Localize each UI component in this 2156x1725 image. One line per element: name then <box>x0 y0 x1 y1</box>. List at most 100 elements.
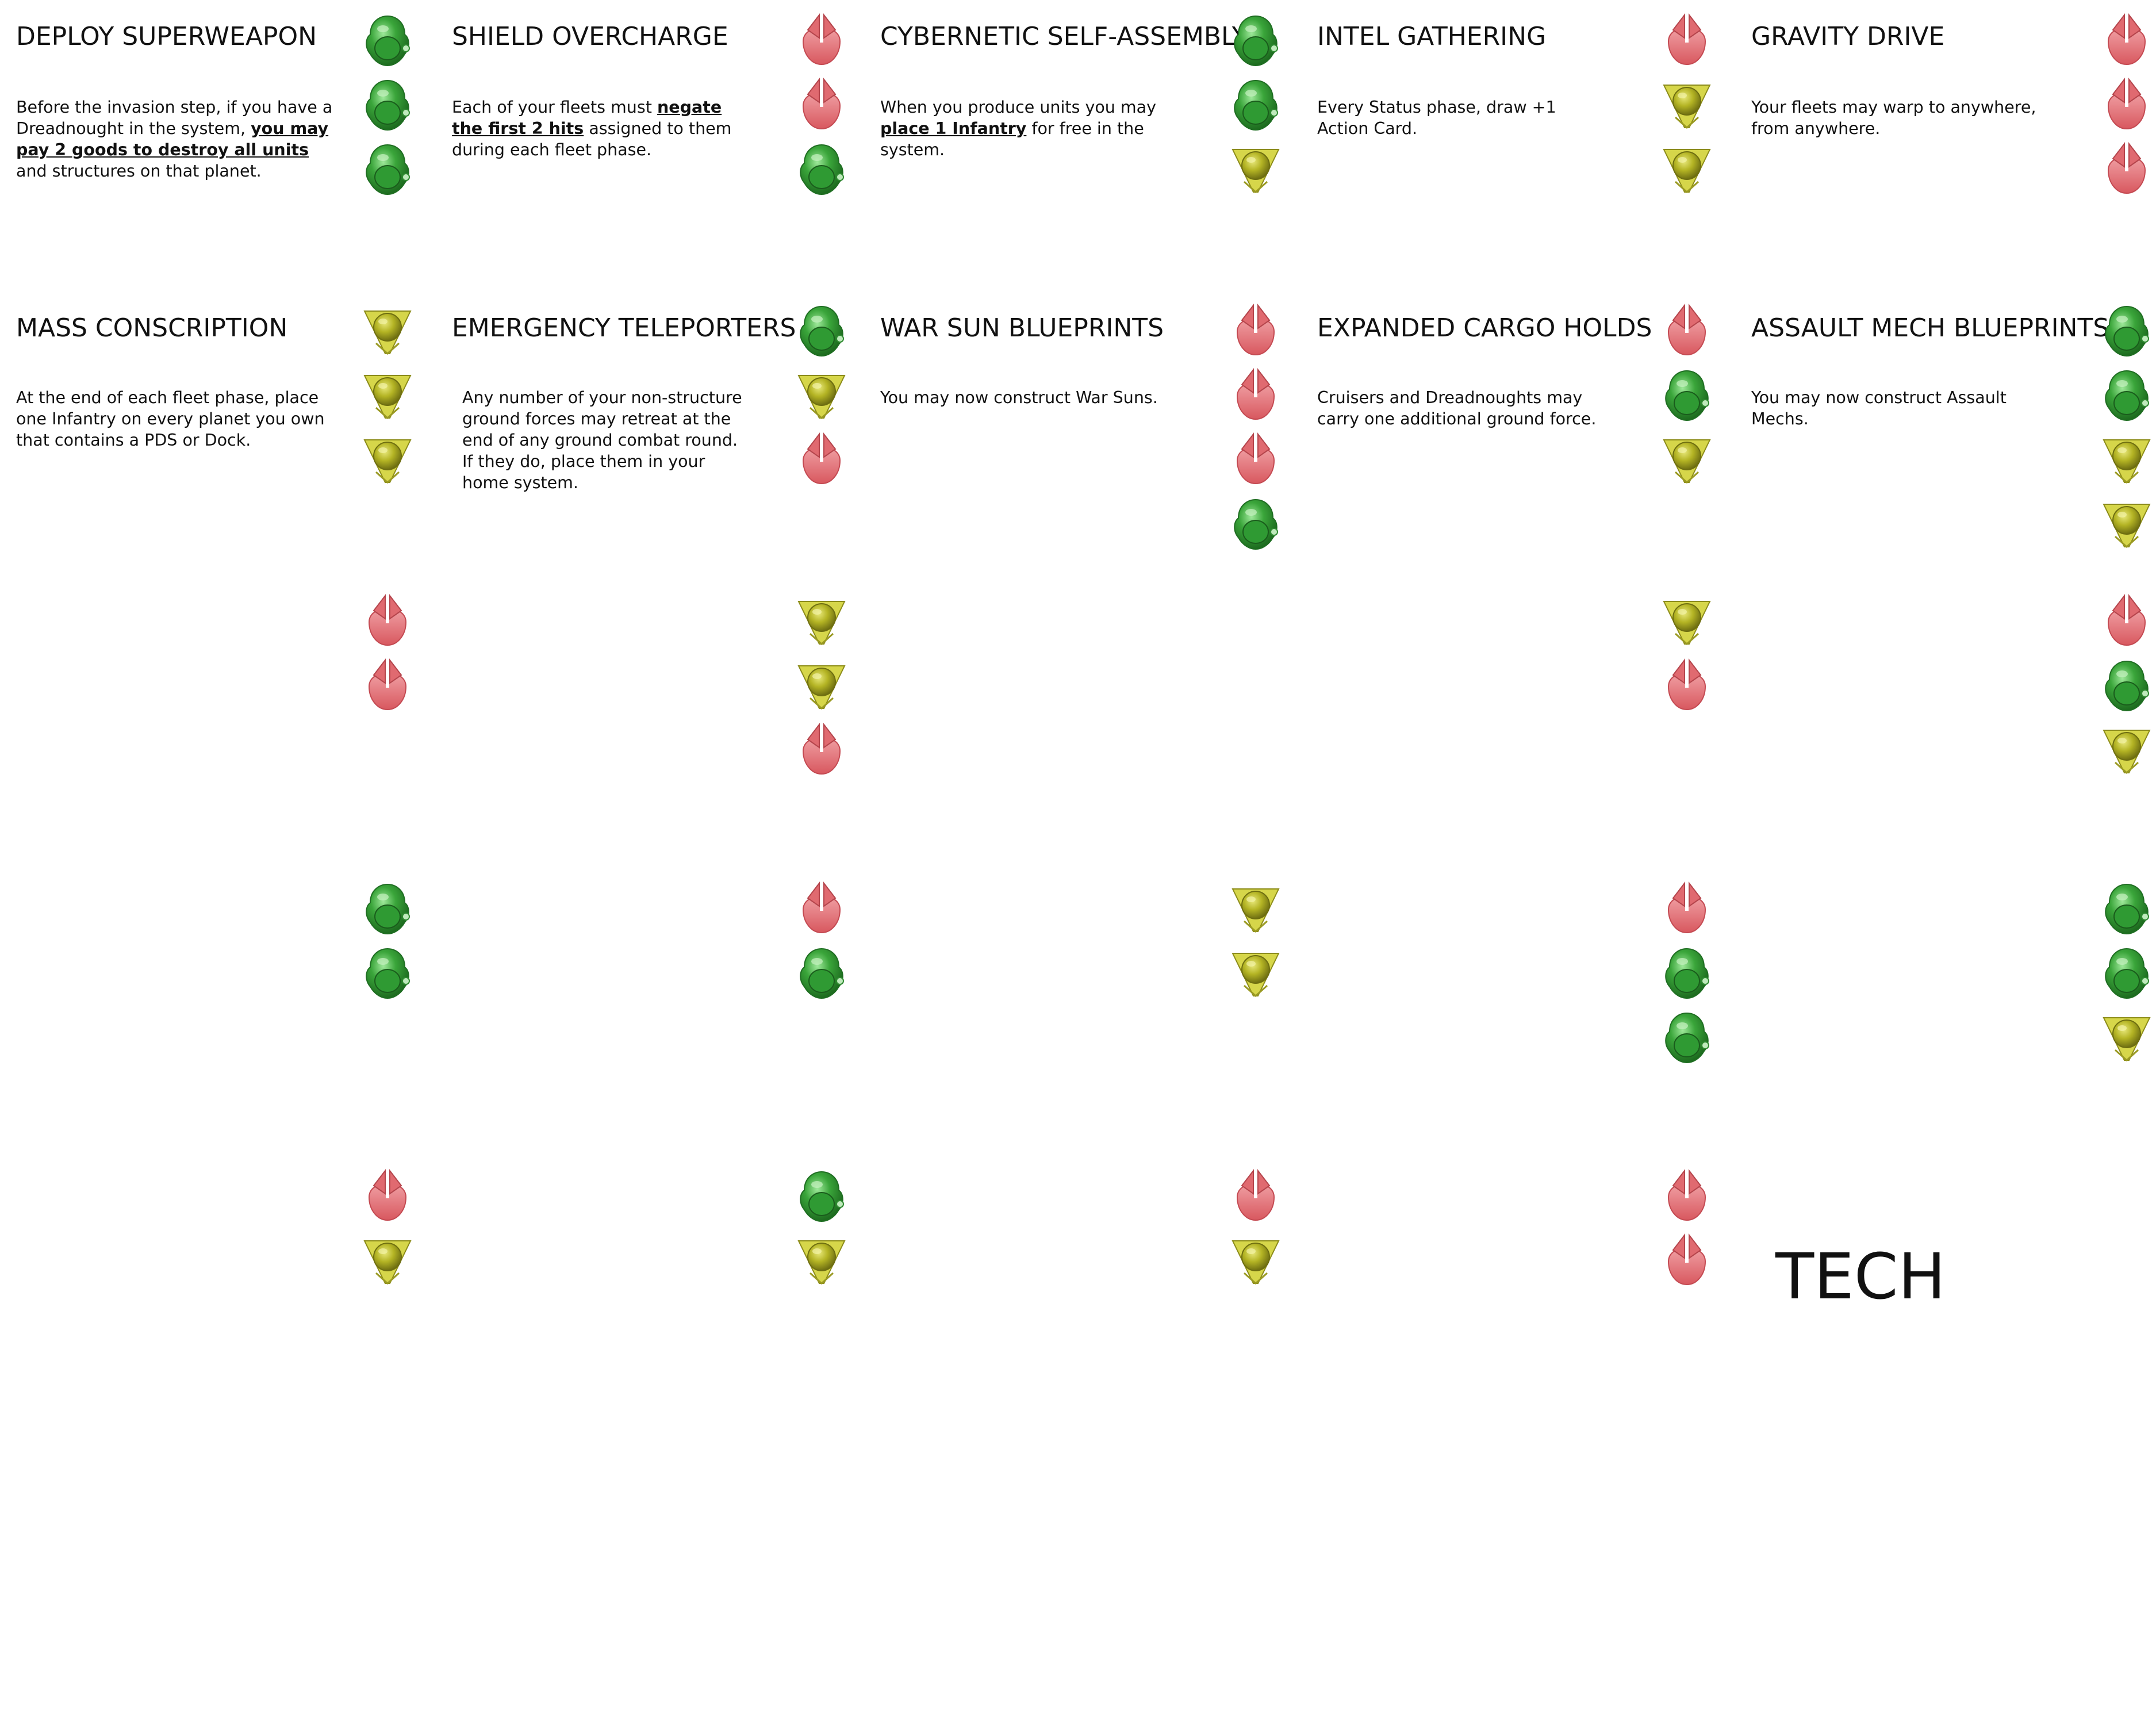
red-split-shield-icon <box>1662 658 1712 713</box>
yellow-triangle-orb-icon <box>362 432 413 487</box>
card-description: Cruisers and Dreadnoughts may carry one … <box>1317 387 1605 430</box>
red-split-shield-icon <box>362 658 413 713</box>
green-orb-icon <box>2101 303 2152 358</box>
tech-card: ASSAULT MECH BLUEPRINTS You may now const… <box>1736 290 2156 575</box>
red-split-shield-icon <box>796 432 847 487</box>
tech-card: EMERGENCY TELEPORTERS Any number of your … <box>437 290 862 575</box>
red-split-shield-icon <box>1230 432 1281 487</box>
card-title: WAR SUN BLUEPRINTS <box>880 313 1164 343</box>
green-orb-icon <box>2101 945 2152 1000</box>
green-orb-icon <box>362 77 413 132</box>
card-description: Any number of your non-structure ground … <box>462 387 750 493</box>
yellow-triangle-orb-icon <box>2101 1010 2152 1065</box>
green-orb-icon <box>2101 658 2152 713</box>
green-orb-icon <box>1662 945 1712 1000</box>
yellow-triangle-orb-icon <box>796 658 847 713</box>
tech-card: INTEL GATHERING Every Status phase, draw … <box>1302 0 1728 285</box>
card-title: EXPANDED CARGO HOLDS <box>1317 313 1652 343</box>
red-split-shield-icon <box>1230 367 1281 423</box>
tech-label: TECH <box>1775 1240 1946 1313</box>
red-split-shield-icon <box>796 722 847 777</box>
description-text: Each of your fleets must <box>452 98 657 117</box>
yellow-triangle-orb-icon <box>796 1233 847 1288</box>
tech-card <box>437 868 862 1153</box>
green-orb-icon <box>362 881 413 936</box>
description-text: Cruisers and Dreadnoughts may carry one … <box>1317 388 1597 428</box>
tech-card <box>1302 581 1728 865</box>
green-orb-icon <box>362 13 413 68</box>
description-text: Your fleets may warp to anywhere, from a… <box>1751 98 2036 138</box>
yellow-triangle-orb-icon <box>796 593 847 649</box>
tech-card <box>1736 581 2156 865</box>
tech-card: DEPLOY SUPERWEAPON Before the invasion st… <box>0 0 425 285</box>
red-split-shield-icon <box>1662 881 1712 936</box>
card-title: MASS CONSCRIPTION <box>16 313 288 343</box>
description-text: Every Status phase, draw +1 Action Card. <box>1317 98 1556 138</box>
yellow-triangle-orb-icon <box>1230 141 1281 197</box>
red-split-shield-icon <box>796 13 847 68</box>
red-split-shield-icon <box>362 1168 413 1224</box>
green-orb-icon <box>796 303 847 358</box>
card-description: When you produce units you may place 1 I… <box>880 97 1168 160</box>
tech-card <box>437 581 862 865</box>
description-emphasis: place 1 Infantry <box>880 119 1027 138</box>
description-text: for free in the system. <box>880 119 1144 159</box>
card-title: DEPLOY SUPERWEAPON <box>16 22 317 51</box>
tech-card <box>1302 868 1728 1153</box>
tech-card: WAR SUN BLUEPRINTS You may now construct … <box>865 290 1291 575</box>
red-split-shield-icon <box>1662 13 1712 68</box>
red-split-shield-icon <box>2101 13 2152 68</box>
description-text: assigned to them during each fleet phase… <box>452 119 732 159</box>
tech-card: CYBERNETIC SELF-ASSEMBLY When you produce… <box>865 0 1291 285</box>
red-split-shield-icon <box>1230 1168 1281 1224</box>
green-orb-icon <box>796 945 847 1000</box>
yellow-triangle-orb-icon <box>1230 881 1281 936</box>
tech-card <box>865 1156 1291 1440</box>
green-orb-icon <box>2101 367 2152 423</box>
yellow-triangle-orb-icon <box>1662 77 1712 132</box>
card-description: Your fleets may warp to anywhere, from a… <box>1751 97 2039 139</box>
description-text: You may now construct Assault Mechs. <box>1751 388 2007 428</box>
tech-card <box>0 868 425 1153</box>
description-text: You may now construct War Suns. <box>880 388 1158 407</box>
red-split-shield-icon <box>1662 1168 1712 1224</box>
description-emphasis: negate the first 2 hits <box>452 98 722 138</box>
yellow-triangle-orb-icon <box>362 1233 413 1288</box>
red-split-shield-icon <box>2101 77 2152 132</box>
red-split-shield-icon <box>2101 141 2152 197</box>
yellow-triangle-orb-icon <box>1662 593 1712 649</box>
yellow-triangle-orb-icon <box>1662 432 1712 487</box>
card-description: Each of your fleets must negate the firs… <box>452 97 739 160</box>
yellow-triangle-orb-icon <box>2101 722 2152 777</box>
card-title: SHIELD OVERCHARGE <box>452 22 728 51</box>
yellow-triangle-orb-icon <box>1230 1233 1281 1288</box>
red-split-shield-icon <box>1662 303 1712 358</box>
yellow-triangle-orb-icon <box>2101 496 2152 551</box>
green-orb-icon <box>1662 1010 1712 1065</box>
tech-card <box>865 868 1291 1153</box>
card-description: At the end of each fleet phase, place on… <box>16 387 338 451</box>
tech-card <box>1302 1156 1728 1440</box>
card-description: Every Status phase, draw +1 Action Card. <box>1317 97 1605 139</box>
yellow-triangle-orb-icon <box>796 367 847 423</box>
yellow-triangle-orb-icon <box>1662 141 1712 197</box>
red-split-shield-icon <box>1662 1233 1712 1288</box>
red-split-shield-icon <box>362 593 413 649</box>
description-text: Before the invasion step, if you have a … <box>16 98 333 138</box>
description-text: Any number of your non-structure ground … <box>462 388 742 492</box>
yellow-triangle-orb-icon <box>362 367 413 423</box>
tech-card: GRAVITY DRIVE Your fleets may warp to any… <box>1736 0 2156 285</box>
card-description: You may now construct Assault Mechs. <box>1751 387 2039 430</box>
card-title: CYBERNETIC SELF-ASSEMBLY <box>880 22 1248 51</box>
tech-card: EXPANDED CARGO HOLDS Cruisers and Dreadno… <box>1302 290 1728 575</box>
green-orb-icon <box>1230 77 1281 132</box>
card-title: EMERGENCY TELEPORTERS <box>452 313 796 343</box>
tech-card <box>0 1156 425 1440</box>
card-description: You may now construct War Suns. <box>880 387 1168 408</box>
card-title: INTEL GATHERING <box>1317 22 1547 51</box>
card-description: Before the invasion step, if you have a … <box>16 97 338 182</box>
red-split-shield-icon <box>2101 593 2152 649</box>
red-split-shield-icon <box>796 77 847 132</box>
description-text: and structures on that planet. <box>16 162 262 181</box>
green-orb-icon <box>362 141 413 197</box>
